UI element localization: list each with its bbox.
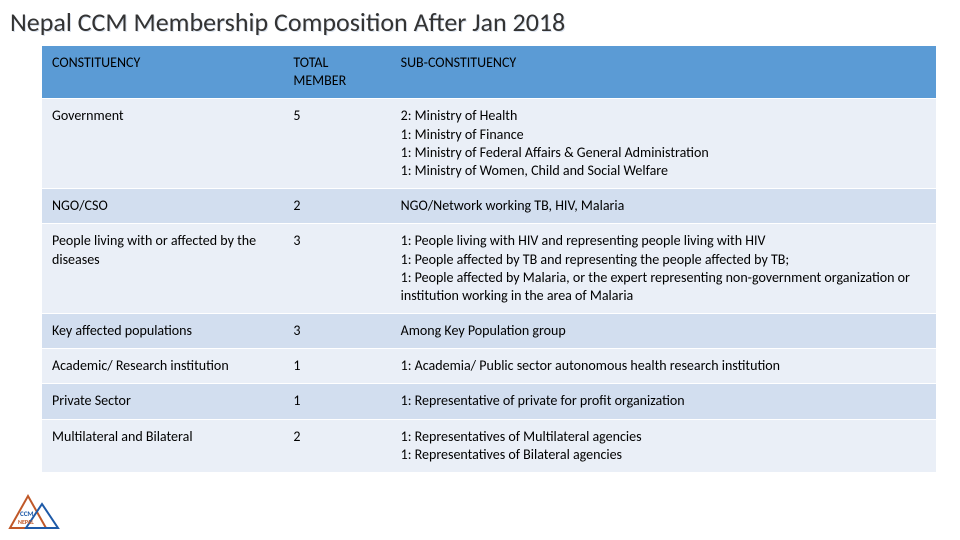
cell-constituency: People living with or affected by the di… — [42, 224, 283, 314]
cell-constituency: Key affected populations — [42, 314, 283, 349]
cell-constituency: Academic/ Research institution — [42, 349, 283, 384]
cell-constituency: Multilateral and Bilateral — [42, 419, 283, 472]
cell-total: 5 — [283, 99, 390, 189]
col-total-member: TOTAL MEMBER — [283, 46, 390, 99]
cell-sub: Among Key Population group — [391, 314, 936, 349]
ccm-nepal-logo-icon: CCM NEPAL — [8, 492, 68, 534]
cell-sub: 1: Representative of private for profit … — [391, 384, 936, 419]
svg-text:NEPAL: NEPAL — [18, 518, 34, 526]
cell-total: 2 — [283, 189, 390, 224]
cell-sub: NGO/Network working TB, HIV, Malaria — [391, 189, 936, 224]
cell-total: 3 — [283, 314, 390, 349]
cell-sub: 1: Representatives of Multilateral agenc… — [391, 419, 936, 472]
table-row: Academic/ Research institution 1 1: Acad… — [42, 349, 936, 384]
table-row: Government 5 2: Ministry of Health 1: Mi… — [42, 99, 936, 189]
cell-constituency: NGO/CSO — [42, 189, 283, 224]
cell-sub: 1: Academia/ Public sector autonomous he… — [391, 349, 936, 384]
table-row: NGO/CSO 2 NGO/Network working TB, HIV, M… — [42, 189, 936, 224]
membership-table: CONSTITUENCY TOTAL MEMBER SUB-CONSTITUEN… — [42, 46, 936, 473]
col-sub-constituency: SUB-CONSTITUENCY — [391, 46, 936, 99]
table-row: People living with or affected by the di… — [42, 224, 936, 314]
cell-total: 1 — [283, 349, 390, 384]
cell-constituency: Private Sector — [42, 384, 283, 419]
svg-text:CCM: CCM — [20, 509, 34, 518]
table-container: CONSTITUENCY TOTAL MEMBER SUB-CONSTITUEN… — [0, 46, 960, 473]
cell-sub: 1: People living with HIV and representi… — [391, 224, 936, 314]
col-constituency: CONSTITUENCY — [42, 46, 283, 99]
cell-total: 1 — [283, 384, 390, 419]
cell-constituency: Government — [42, 99, 283, 189]
table-header-row: CONSTITUENCY TOTAL MEMBER SUB-CONSTITUEN… — [42, 46, 936, 99]
table-row: Key affected populations 3 Among Key Pop… — [42, 314, 936, 349]
cell-total: 2 — [283, 419, 390, 472]
page-title: Nepal CCM Membership Composition After J… — [0, 0, 960, 46]
cell-total: 3 — [283, 224, 390, 314]
cell-sub: 2: Ministry of Health 1: Ministry of Fin… — [391, 99, 936, 189]
table-row: Private Sector 1 1: Representative of pr… — [42, 384, 936, 419]
table-row: Multilateral and Bilateral 2 1: Represen… — [42, 419, 936, 472]
